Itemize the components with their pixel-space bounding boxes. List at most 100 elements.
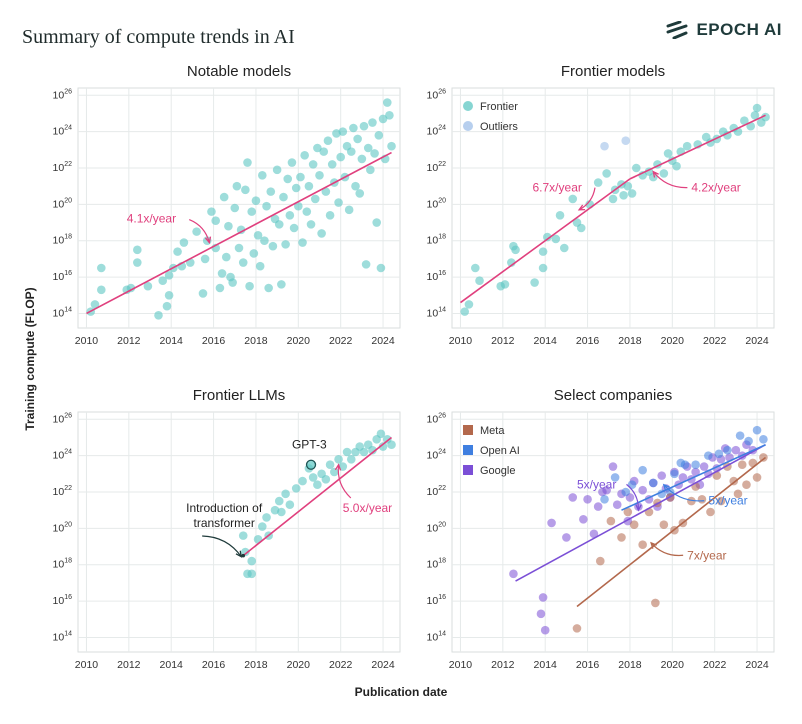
annotation-arrow-head xyxy=(334,463,342,471)
annotation-arrow-head xyxy=(204,236,212,244)
data-point xyxy=(97,263,106,273)
data-point xyxy=(330,467,339,477)
y-tick-label: 1024 xyxy=(427,449,447,462)
y-tick-label: 1018 xyxy=(427,234,447,247)
data-point xyxy=(376,429,386,439)
annotation-arrow xyxy=(652,171,688,189)
data-point xyxy=(608,462,618,471)
gpt3-point xyxy=(305,459,317,470)
data-point xyxy=(378,442,388,451)
y-tick-label: 1014 xyxy=(53,630,73,643)
data-point xyxy=(232,181,242,191)
data-point xyxy=(346,147,356,156)
y-tick-label: 1022 xyxy=(427,485,447,498)
data-point xyxy=(651,598,660,608)
data-point xyxy=(670,469,679,479)
data-point xyxy=(90,300,100,309)
y-tick-label: 1014 xyxy=(53,306,73,319)
data-point xyxy=(179,238,189,247)
data-point xyxy=(387,440,396,450)
annotation-arrow xyxy=(663,484,705,502)
y-tick-label: 1018 xyxy=(427,558,447,571)
y-tick-label: 1024 xyxy=(427,125,447,138)
data-point xyxy=(706,507,715,517)
data-point xyxy=(623,507,633,517)
data-point xyxy=(291,484,301,493)
data-point xyxy=(464,300,474,309)
data-point xyxy=(475,276,484,286)
legend-marker xyxy=(463,425,473,435)
data-point xyxy=(750,110,760,120)
data-point xyxy=(323,136,333,146)
data-point xyxy=(712,471,722,480)
data-point xyxy=(704,451,713,460)
data-point xyxy=(600,141,609,151)
data-point xyxy=(593,178,603,187)
data-point xyxy=(759,453,768,462)
x-axis-label: Publication date xyxy=(354,685,448,699)
data-point xyxy=(338,127,348,136)
data-point xyxy=(602,485,611,495)
data-point xyxy=(313,143,322,153)
x-tick-label: 2016 xyxy=(202,659,226,671)
x-tick-label: 2024 xyxy=(371,659,395,671)
chart-panel-2: Frontier models 2010 2012 2014 2016 2018 2020 2… xyxy=(427,63,775,347)
data-point xyxy=(283,174,293,184)
data-point xyxy=(344,205,354,215)
data-point xyxy=(659,520,669,530)
data-point xyxy=(742,480,751,490)
data-point xyxy=(279,192,288,202)
legend-label: Meta xyxy=(480,425,505,437)
trend-line xyxy=(242,436,393,557)
data-point xyxy=(308,473,318,482)
trend-annotation: 5.0x/year xyxy=(343,501,392,515)
page-title: Summary of compute trends in AI xyxy=(22,26,295,48)
x-tick-label: 2022 xyxy=(329,335,353,347)
data-point xyxy=(274,496,284,506)
data-point xyxy=(387,141,396,151)
data-point xyxy=(538,593,548,602)
y-tick-label: 1018 xyxy=(53,558,73,571)
data-point xyxy=(241,185,250,195)
data-point xyxy=(262,513,271,522)
trend-annotation: 5x/year xyxy=(708,494,747,508)
y-tick-label: 1024 xyxy=(53,449,73,462)
y-tick-label: 1014 xyxy=(427,630,447,643)
data-point xyxy=(385,110,394,120)
data-point xyxy=(192,227,201,236)
epoch-logo-icon xyxy=(666,21,688,39)
annotation-arrow xyxy=(650,542,684,557)
data-point xyxy=(638,465,647,475)
data-point xyxy=(211,216,220,226)
data-point xyxy=(217,269,227,278)
data-point xyxy=(731,445,741,455)
data-point xyxy=(691,460,700,470)
x-tick-label: 2016 xyxy=(202,335,226,347)
x-tick-label: 2022 xyxy=(329,659,353,671)
y-tick-label: 1026 xyxy=(427,88,447,101)
data-point xyxy=(540,625,550,635)
y-tick-label: 1024 xyxy=(53,125,73,138)
data-point xyxy=(173,247,182,256)
data-point xyxy=(258,522,267,531)
x-tick-label: 2010 xyxy=(449,659,473,671)
data-point xyxy=(143,281,153,291)
data-point xyxy=(359,447,369,457)
data-point xyxy=(368,118,377,127)
data-point xyxy=(349,123,358,133)
data-point xyxy=(245,281,254,291)
x-tick-label: 2020 xyxy=(287,659,311,671)
data-point xyxy=(158,276,168,286)
data-point xyxy=(657,471,667,480)
data-point xyxy=(602,169,611,178)
trend-annotation: 4.2x/year xyxy=(691,181,740,195)
x-tick-label: 2018 xyxy=(618,659,642,671)
data-point xyxy=(219,192,229,202)
data-point xyxy=(538,247,548,256)
legend-marker xyxy=(463,101,473,111)
data-point xyxy=(298,238,307,247)
data-point xyxy=(359,121,369,131)
data-point xyxy=(281,489,290,499)
y-tick-label: 1014 xyxy=(427,306,447,319)
data-point xyxy=(287,158,297,167)
